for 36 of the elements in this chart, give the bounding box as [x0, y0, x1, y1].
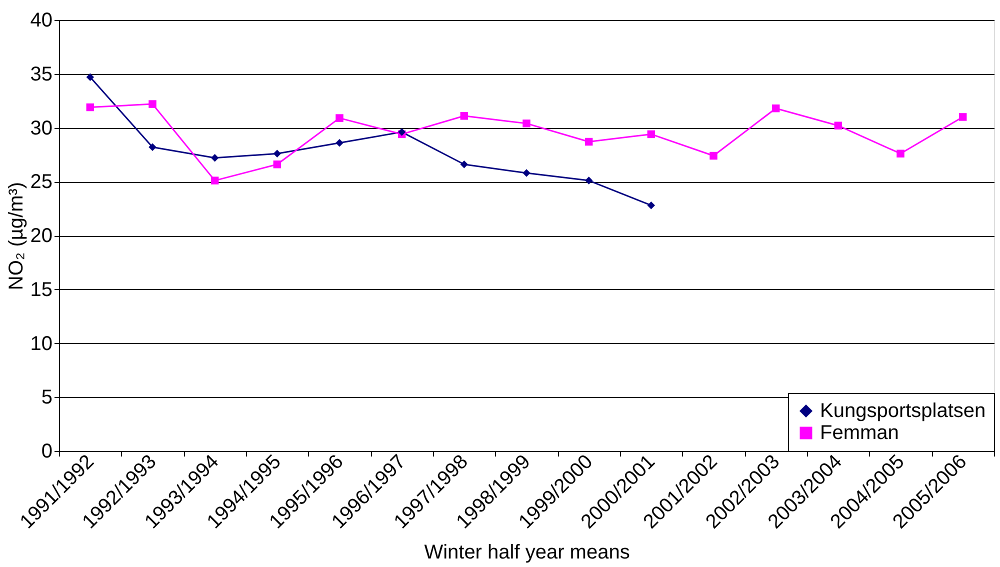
y-tick-label: 10 [30, 332, 52, 355]
legend-label: Kungsportsplatsen [820, 400, 986, 422]
point [210, 176, 219, 184]
point [86, 103, 94, 112]
point [460, 112, 468, 120]
point [710, 152, 718, 160]
y-tick-label: 5 [41, 386, 52, 409]
point [273, 160, 282, 168]
point [273, 150, 282, 158]
point [210, 154, 219, 162]
y-tick-label: 30 [30, 117, 52, 140]
legend-label: Femman [820, 422, 899, 444]
point [148, 143, 156, 152]
point [336, 114, 344, 122]
point [86, 73, 94, 81]
y-tick-label: 40 [30, 10, 52, 32]
x-axis-title: Winter half year means [424, 541, 630, 564]
point [584, 176, 593, 184]
point [647, 201, 656, 210]
point [772, 104, 780, 112]
y-axis-title: NO₂ (µg/m³) [5, 182, 28, 290]
point [460, 160, 468, 168]
point [336, 138, 344, 147]
y-tick-label: 35 [30, 63, 52, 86]
y-tick-label: 25 [30, 171, 52, 194]
y-tick-label: 15 [30, 278, 52, 301]
point [522, 169, 530, 177]
point [896, 150, 904, 158]
y-tick-label: 20 [30, 225, 52, 247]
point [398, 128, 406, 136]
point [958, 113, 967, 121]
point [522, 120, 530, 128]
point [148, 100, 156, 108]
point [834, 122, 842, 130]
point [584, 138, 593, 146]
point [647, 130, 656, 138]
